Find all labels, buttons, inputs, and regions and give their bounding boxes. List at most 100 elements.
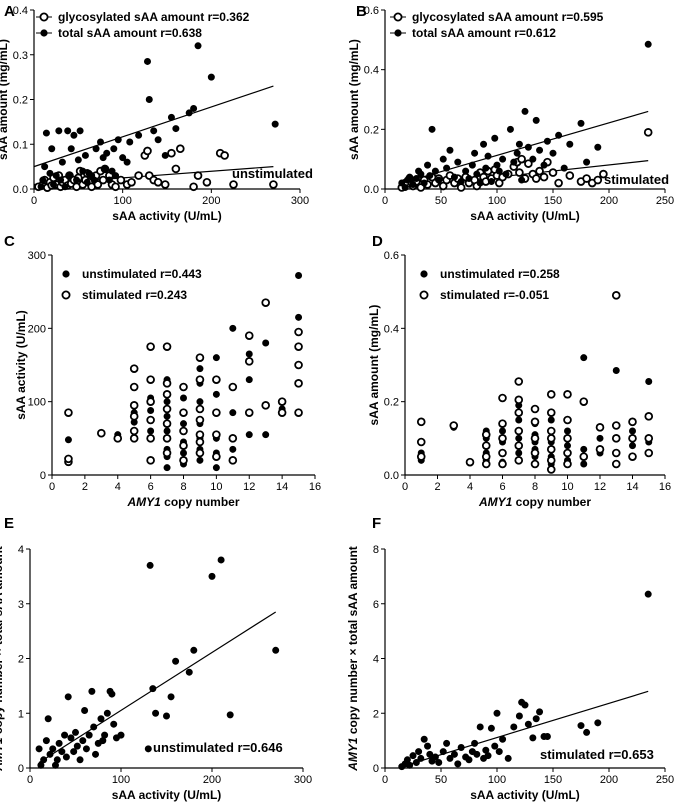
filled-point-f	[426, 750, 434, 758]
filled-point-a	[39, 176, 47, 184]
open-point-d	[628, 434, 637, 443]
x-tick-label-a: 200	[202, 195, 220, 207]
x-tick-label-e: 300	[294, 774, 312, 786]
filled-point-b	[577, 119, 585, 127]
x-axis-label-d: AMY1 copy number	[478, 495, 591, 509]
filled-point-a	[73, 176, 81, 184]
open-point-d	[514, 456, 524, 465]
open-point-b	[515, 168, 524, 177]
y-tick-label-b: 0.0	[364, 184, 379, 196]
filled-point-e	[73, 742, 81, 750]
open-point-d	[465, 457, 475, 467]
filled-point-d	[564, 442, 572, 450]
y-tick-label-e: 2	[18, 654, 24, 666]
open-point-c	[261, 401, 270, 410]
filled-point-b	[412, 175, 420, 183]
open-point-c	[129, 382, 139, 392]
filled-point-a	[76, 127, 84, 135]
open-point-d	[644, 412, 654, 421]
open-point-c	[179, 441, 188, 450]
open-point-d	[595, 423, 605, 432]
open-point-d	[514, 408, 524, 417]
filled-point-a	[70, 131, 78, 139]
legend-marker-d-0	[420, 270, 428, 278]
filled-point-f	[412, 759, 420, 767]
filled-point-b	[540, 161, 548, 169]
y-tick-label-a: 0.0	[13, 184, 28, 196]
x-tick-label-b: 50	[435, 195, 447, 207]
filled-point-b	[513, 149, 521, 157]
filled-point-e	[90, 723, 98, 731]
filled-point-e	[208, 572, 216, 580]
filled-point-a	[123, 158, 131, 166]
filled-point-f	[435, 759, 443, 767]
filled-point-b	[417, 170, 425, 178]
filled-point-c	[212, 390, 220, 398]
filled-point-e	[67, 734, 75, 742]
filled-point-a	[172, 125, 180, 133]
filled-point-e	[81, 707, 89, 715]
y-axis-label-rest-e: copy number × total sAA amount	[0, 546, 5, 737]
open-point-d	[481, 430, 491, 439]
x-tick-label-f: 200	[600, 774, 618, 786]
open-point-d	[628, 452, 637, 461]
open-point-c	[195, 353, 205, 362]
filled-point-f	[543, 733, 551, 741]
open-point-d	[563, 390, 572, 399]
annotation-f: stimulated r=0.653	[540, 747, 654, 762]
legend-marker-b-1	[394, 29, 402, 37]
filled-point-a	[105, 176, 113, 184]
annotation-a: unstimulated	[232, 166, 313, 181]
y-axis-label-gene-f: AMY1	[346, 737, 360, 772]
open-point-c	[228, 382, 238, 392]
filled-point-a	[150, 127, 158, 135]
filled-point-b	[476, 179, 484, 187]
open-point-b	[582, 174, 591, 183]
open-point-d	[579, 452, 589, 461]
filled-point-d	[498, 427, 506, 435]
x-tick-label-e: 200	[203, 774, 221, 786]
x-tick-label-a: 0	[31, 195, 37, 207]
x-tick-label-c: 4	[115, 481, 121, 493]
filled-point-e	[172, 657, 180, 665]
y-axis-label-d: sAA amount (mg/mL)	[367, 305, 381, 426]
filled-point-f	[524, 720, 532, 728]
filled-point-a	[114, 136, 122, 144]
y-tick-label-f: 6	[373, 599, 379, 611]
open-point-c	[162, 434, 172, 443]
y-tick-label-e: 4	[18, 544, 24, 556]
filled-point-f	[431, 753, 439, 761]
y-tick-label-b: 0.2	[364, 124, 379, 136]
open-point-c	[64, 408, 73, 417]
filled-point-f	[493, 709, 501, 717]
panel-a: A 0 100 200 300 0.0 0.1 0.2 0.3 0.4 sAA activity (…	[0, 3, 313, 223]
filled-point-f	[536, 708, 544, 716]
open-point-c	[162, 419, 172, 428]
filled-point-b	[406, 173, 414, 181]
x-tick-label-b: 200	[600, 195, 618, 207]
x-tick-label-c: 8	[180, 481, 186, 493]
filled-point-a	[145, 96, 153, 104]
open-point-c	[195, 415, 205, 425]
filled-point-b	[549, 149, 557, 157]
panel-f: F 0 50 100 150 200 250 0 2 4 6 8 sAA activity (U/mL)…	[346, 515, 674, 802]
y-tick-label-c: 200	[28, 323, 46, 335]
filled-point-b	[454, 158, 462, 166]
open-point-a	[134, 171, 143, 180]
open-point-d	[498, 393, 507, 403]
filled-point-a	[103, 149, 111, 157]
filled-point-c	[295, 272, 303, 280]
filled-point-c	[229, 324, 237, 332]
open-point-d	[546, 426, 556, 436]
filled-point-b	[428, 125, 436, 133]
x-tick-label-c: 6	[148, 481, 154, 493]
open-point-d	[611, 434, 621, 443]
y-axis-label-c: sAA activity (U/mL)	[14, 310, 28, 420]
open-point-a	[111, 182, 120, 192]
filled-point-a	[50, 181, 58, 189]
y-tick-label-f: 2	[373, 708, 379, 720]
filled-point-f	[510, 723, 518, 731]
filled-point-a	[64, 127, 72, 135]
legend-marker-a-1	[40, 29, 48, 37]
panel-label-d: D	[372, 233, 383, 250]
